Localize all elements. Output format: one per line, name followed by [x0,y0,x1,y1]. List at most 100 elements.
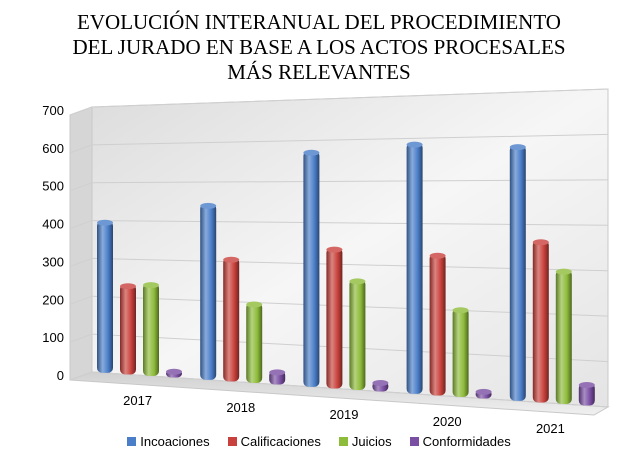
bar-body [143,283,159,377]
bar-top [578,382,595,389]
legend-swatch [227,437,237,446]
bar-2021-calificaciones [532,239,549,403]
x-tick-label: 2017 [123,393,152,408]
bar-body [509,145,526,401]
bar-2020-incoaciones [406,141,423,394]
legend-item-incoaciones: Incoaciones [127,434,210,449]
bar-top [509,144,526,151]
bar-top [200,202,217,209]
bar-top [166,368,182,375]
y-tick-label: 600 [42,141,64,156]
bar-body [246,302,263,384]
bars [97,141,595,406]
x-tick-label: 2020 [433,414,462,429]
bar-2018-juicios [246,301,263,384]
y-tick-label: 100 [42,330,64,345]
bar-body [555,269,572,405]
bar-2019-calificaciones [326,246,343,389]
gridline-side [69,106,93,116]
bar-2020-juicios [452,307,469,398]
x-axis-ticks: 2017 2018 2019 2020 2021 [123,393,565,436]
legend-swatch [409,437,419,446]
gridline-side [69,220,93,230]
bar-2017-conformidades [166,368,182,378]
bar-2019-incoaciones [303,149,320,387]
y-tick-label: 200 [42,292,64,307]
bar-top [475,388,492,395]
y-tick-label: 0 [57,368,64,383]
bar-2021-incoaciones [509,144,526,401]
bar-2018-conformidades [269,369,286,385]
bar-top [372,380,389,387]
gridline-side [69,144,93,154]
chart-title: EVOLUCIÓN INTERANUAL DEL PROCEDIMIENTO D… [0,10,638,85]
gridline [91,133,609,146]
bar-body [452,308,469,398]
bar-top [532,239,549,246]
bar-top [303,149,320,156]
bar-2018-calificaciones [223,256,240,382]
x-tick-label: 2021 [536,421,565,436]
bar-2020-calificaciones [429,252,446,396]
bar-top [97,219,113,226]
bar-top [555,268,572,275]
bar-body [406,142,423,394]
bar-top [349,278,366,285]
bar-2017-juicios [143,282,159,377]
bar-top [223,256,240,263]
y-tick-label: 700 [42,103,64,118]
legend-item-calificaciones: Calificaciones [227,434,321,449]
legend-swatch [338,437,348,446]
legend-item-juicios: Juicios [338,434,392,449]
gridline-side [69,333,93,343]
bar-body [532,240,549,403]
bar-body [97,220,113,373]
legend-item-conformidades: Conformidades [409,434,511,449]
gridline-side [69,182,93,192]
x-tick-label: 2018 [226,400,255,415]
bar-body [120,284,136,375]
bar-body [429,253,446,396]
bar-top [246,301,263,308]
chart-title-line-3: MÁS RELEVANTES [227,60,411,84]
bar-top [406,141,423,148]
bar-top [326,246,343,253]
gridline-side [69,257,93,267]
bar-body [223,257,240,382]
side-wall [69,106,93,381]
bar-2021-juicios [555,268,572,405]
bar-2021-conformidades [578,382,595,406]
legend-label: Conformidades [422,434,511,449]
bar-top [120,283,136,290]
bar-2019-juicios [349,278,366,391]
chart-title-line-1: EVOLUCIÓN INTERANUAL DEL PROCEDIMIENTO [77,10,561,34]
bar-top [269,369,286,376]
gridline [91,88,609,108]
gridline [91,371,609,408]
bar-top [429,252,446,259]
bar-2017-calificaciones [120,283,136,375]
bar-body [326,247,343,389]
y-tick-label: 300 [42,254,64,269]
legend-label: Calificaciones [240,434,321,449]
x-tick-label: 2019 [330,407,359,422]
legend: Incoaciones Calificaciones Juicios Conformi… [0,434,638,449]
y-tick-label: 500 [42,179,64,194]
bar-2019-conformidades [372,380,389,392]
bar-body [200,203,217,380]
y-tick-label: 400 [42,217,64,232]
bar-2020-conformidades [475,388,492,399]
gridline-side [69,371,93,381]
bar-top [143,282,159,289]
bar-2018-incoaciones [200,202,217,380]
bar-body [303,150,320,387]
bar-body [349,279,366,391]
legend-label: Incoaciones [140,434,210,449]
legend-label: Juicios [351,434,392,449]
chart-title-line-2: DEL JURADO EN BASE A LOS ACTOS PROCESALE… [72,35,566,59]
bar-top [452,307,469,314]
bar-body [578,383,595,406]
gridline-side [69,295,93,305]
y-axis-ticks: 0 100 200 300 400 500 600 700 [42,103,64,383]
